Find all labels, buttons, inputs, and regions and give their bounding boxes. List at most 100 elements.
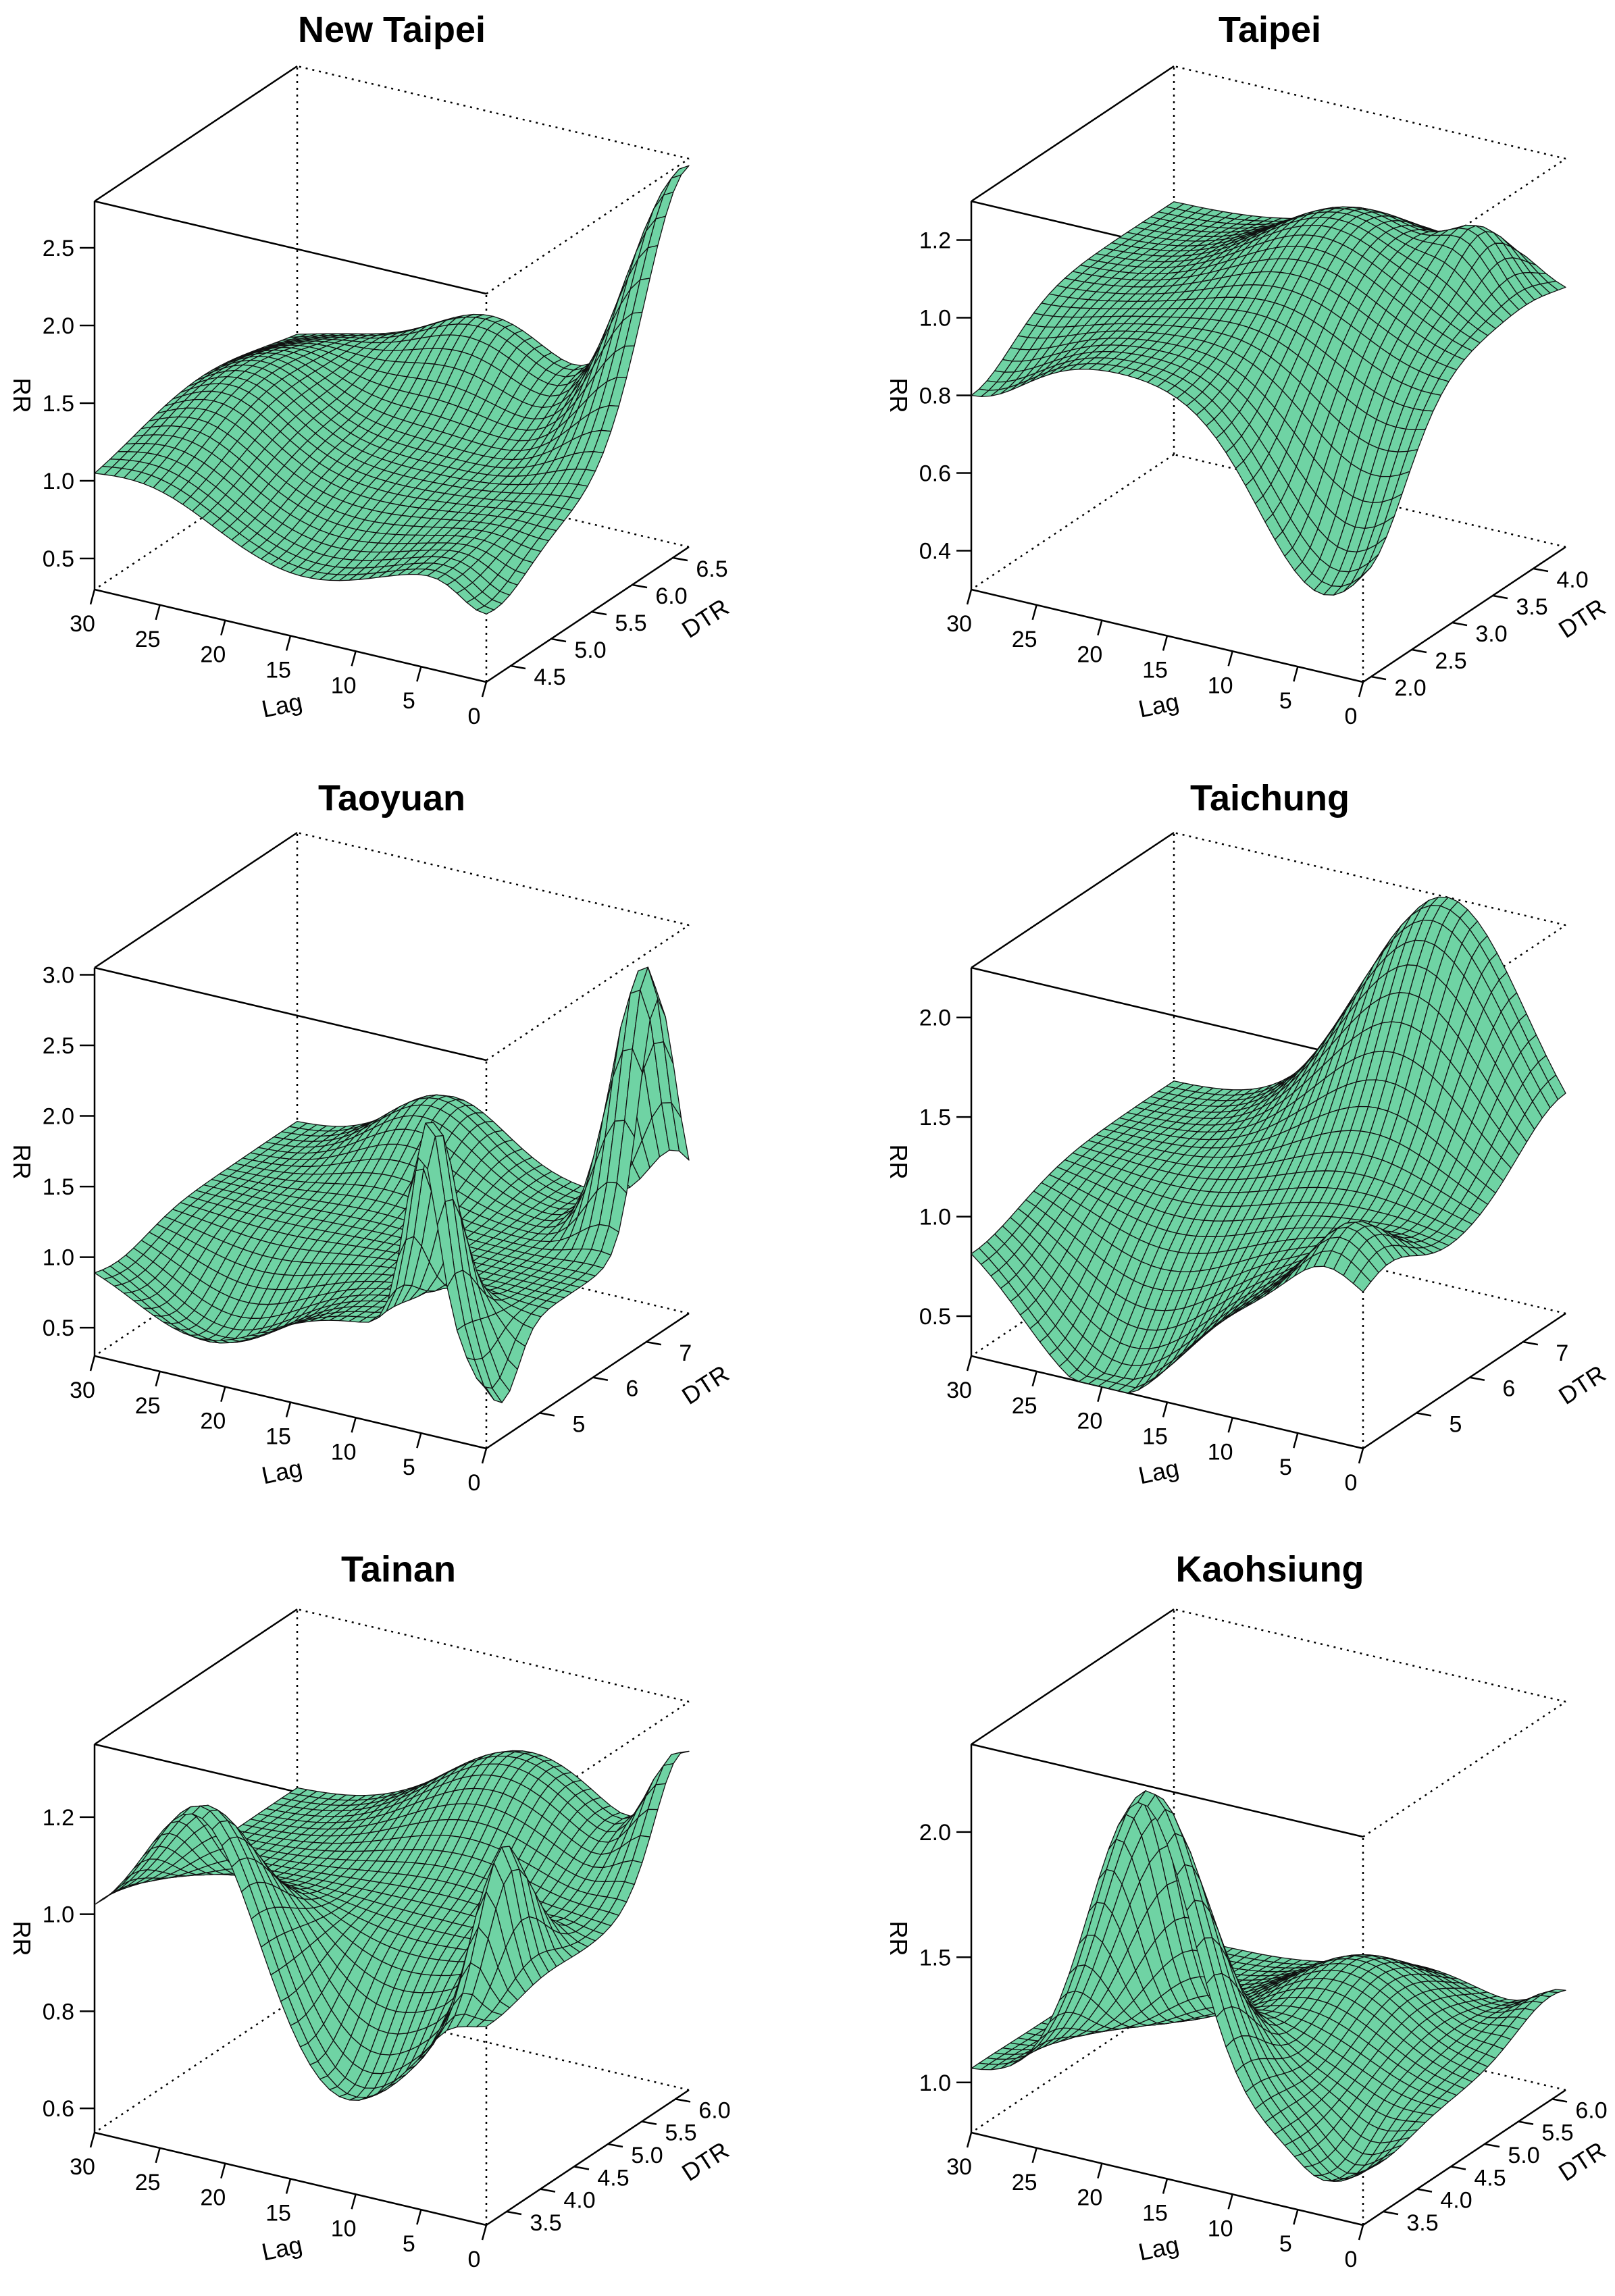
tick-mark-dtr <box>591 610 607 616</box>
tick-label-lag: 30 <box>946 1378 972 1403</box>
tick-label-lag: 15 <box>1142 658 1168 683</box>
panel-title-new-taipei: New Taipei <box>298 9 486 50</box>
tick-label-dtr: 2.0 <box>1394 675 1426 701</box>
tick-label-rr: 1.0 <box>43 1245 74 1271</box>
tick-label-lag: 5 <box>403 688 415 714</box>
tick-mark-dtr <box>592 1376 609 1381</box>
tick-mark-dtr <box>1469 1376 1485 1381</box>
tick-label-rr: 0.4 <box>919 539 951 565</box>
tick-mark-lag <box>1097 1386 1103 1402</box>
tick-label-rr: 0.5 <box>43 1315 74 1341</box>
axis-label-lag: Lag <box>1136 1454 1181 1490</box>
tick-label-lag: 30 <box>70 1378 95 1403</box>
tick-label-lag: 25 <box>1012 627 1037 652</box>
tick-label-lag: 15 <box>265 658 291 683</box>
tick-label-lag: 30 <box>946 611 972 637</box>
box-edge <box>971 65 1175 203</box>
tick-mark-dtr <box>1370 675 1387 681</box>
tick-label-lag: 5 <box>1279 688 1292 714</box>
box-edge <box>94 65 298 203</box>
tick-label-rr: 1.2 <box>919 228 951 254</box>
tick-label-rr: 0.6 <box>919 461 951 487</box>
panel-title-taichung: Taichung <box>1190 778 1350 818</box>
surface-taoyuan <box>94 966 690 1403</box>
tick-mark-lag <box>1227 651 1233 667</box>
tick-label-dtr: 5 <box>1449 1411 1462 1437</box>
box-edge-hidden <box>297 65 690 160</box>
box-edge <box>971 966 1364 1062</box>
tick-label-dtr: 6.0 <box>655 583 687 609</box>
tick-label-lag: 0 <box>468 704 481 729</box>
surface-cell <box>476 605 495 615</box>
tick-label-lag: 20 <box>200 642 226 668</box>
tick-mark-lag <box>1162 1402 1169 1417</box>
tick-mark-lag <box>481 1448 488 1464</box>
tick-label-lag: 30 <box>70 611 95 637</box>
tick-label-rr: 3.0 <box>43 962 74 988</box>
tick-mark-lag <box>155 1371 161 1387</box>
tick-label-rr: 0.5 <box>43 546 74 572</box>
box-edge-hidden <box>1173 65 1566 160</box>
tick-label-dtr: 5.0 <box>574 637 606 663</box>
box-edge-dtr-axis <box>486 546 690 683</box>
tick-mark-lag <box>416 666 422 682</box>
tick-label-rr: 2.0 <box>43 1104 74 1130</box>
tick-label-lag: 0 <box>468 1470 481 1496</box>
tick-label-dtr: 7 <box>1556 1340 1568 1366</box>
tick-label-lag: 0 <box>1345 1470 1358 1496</box>
surface-tainan <box>94 1750 690 2101</box>
tick-label-dtr: 6 <box>1502 1376 1515 1402</box>
tick-mark-dtr <box>539 1412 555 1417</box>
panel-taichung: Taichung051015202530Lag567DTR0.51.01.52.… <box>885 778 1610 1496</box>
tick-mark-lag <box>89 589 96 605</box>
panel-taoyuan: Taoyuan051015202530Lag567DTR0.51.01.52.0… <box>8 778 734 1496</box>
tick-label-dtr: 5 <box>572 1411 585 1437</box>
tick-mark-lag <box>1031 1371 1037 1387</box>
tick-mark-dtr <box>646 1340 662 1346</box>
tick-label-lag: 0 <box>1345 704 1358 729</box>
axis-label-rr: RR <box>8 1145 36 1180</box>
panel-tainan: Tainan051015202530Lag3.54.04.55.05.56.0D… <box>8 1549 734 2272</box>
tick-label-lag: 25 <box>135 1393 161 1419</box>
axis-label-rr: RR <box>8 378 36 413</box>
tick-label-lag: 20 <box>1077 642 1102 668</box>
tick-label-dtr: 5.5 <box>615 610 646 636</box>
tick-mark-lag <box>285 635 292 651</box>
tick-mark-lag <box>351 1417 357 1433</box>
panel-title-taipei: Taipei <box>1219 9 1321 50</box>
axis-label-dtr: DTR <box>1554 593 1610 644</box>
tick-mark-lag <box>416 1432 422 1449</box>
tick-mark-dtr <box>672 556 688 562</box>
tick-mark-lag <box>1293 666 1299 682</box>
tick-label-rr: 1.5 <box>43 1174 74 1200</box>
tick-mark-dtr <box>632 583 648 589</box>
box-edge-dtr-axis <box>1362 1312 1566 1450</box>
tick-mark-lag <box>351 651 357 667</box>
axis-label-lag: Lag <box>259 687 305 723</box>
box-edge-hidden <box>1173 831 1566 927</box>
tick-label-dtr: 2.5 <box>1435 648 1466 674</box>
box-edge <box>94 966 487 1062</box>
box-edge-hidden <box>94 1996 298 2134</box>
tick-mark-lag <box>1031 604 1037 621</box>
box-edge-hidden <box>297 1608 690 1703</box>
tick-mark-dtr <box>550 637 567 643</box>
tick-mark-lag <box>220 1386 226 1402</box>
tick-label-lag: 20 <box>200 1409 226 1434</box>
surface-taipei <box>971 201 1566 596</box>
tick-label-lag: 20 <box>1077 1409 1102 1434</box>
surface-new-taipei <box>94 165 690 615</box>
tick-label-rr: 1.0 <box>919 306 951 332</box>
tick-mark-lag <box>1358 681 1364 698</box>
tick-mark-lag <box>285 1402 292 1417</box>
tick-label-rr: 1.5 <box>919 1105 951 1130</box>
axis-label-rr: RR <box>885 378 913 413</box>
axis-label-lag: Lag <box>259 1454 305 1490</box>
tick-mark-lag <box>1293 1432 1299 1449</box>
tick-label-dtr: 6.5 <box>696 556 727 582</box>
tick-label-rr: 2.0 <box>919 1006 951 1031</box>
tick-label-rr: 2.5 <box>43 236 74 261</box>
axis-label-dtr: DTR <box>1554 1359 1610 1410</box>
box-edge <box>94 831 298 969</box>
